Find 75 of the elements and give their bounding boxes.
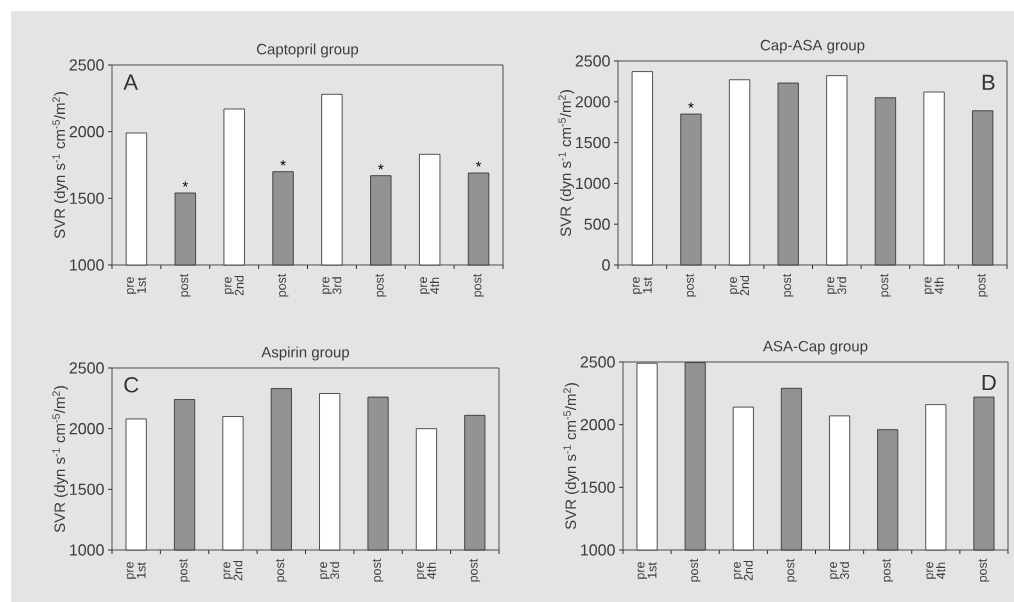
bar [972,110,994,266]
bar [728,79,751,266]
x-tick-label: pre 4th [417,562,436,579]
x-tick-label: pre 3rd [827,277,847,295]
y-tick-label: 1500 [70,192,104,204]
y-tick-label: 1000 [576,177,610,190]
x-tick-label: pre 4th [926,562,946,579]
data-label: * [182,181,188,187]
data-label: * [378,164,384,170]
bar [826,75,848,266]
x-tick-label: post [689,558,701,582]
y-tick-label: 2500 [580,356,615,368]
annotation: B [982,74,995,90]
x-tick-label: post [473,273,484,297]
x-tick-label: post [978,558,990,582]
y-tick-label: 2000 [575,96,610,108]
x-tick-label: post [275,558,287,582]
annotation: D [982,374,996,391]
x-tick-label: pre 4th [420,277,440,294]
x-tick-label: post [179,273,191,297]
y-axis-title: SVR (dyn s$^{-1}$ cm$^{-5}$/m$^{2}$) [563,383,580,530]
x-tick-label: pre 1st [637,562,657,579]
x-tick-label: pre 3rd [320,562,340,580]
x-tick-label: post [277,273,289,297]
annotation: C [124,376,139,393]
y-tick-label: 500 [584,218,610,230]
x-tick-label: pre 1st [632,277,652,294]
x-tick-label: post [372,558,384,582]
y-tick-label: 1500 [576,136,610,149]
x-tick-label: pre 1st [127,277,146,294]
y-tick-label: 1500 [70,483,104,495]
x-tick-label: post [782,273,794,297]
data-label: * [280,160,286,166]
y-axis-title: SVR (dyn s$^{-1}$ cm$^{-5}$/m$^{2}$) [558,90,575,237]
x-tick-label: pre 2nd [223,560,243,581]
x-tick-label: post [786,558,797,582]
bar [631,71,653,266]
x-tick-label: pre 3rd [830,562,849,580]
y-tick-label: 2000 [580,419,615,431]
y-tick-label: 1000 [70,259,104,271]
bar [874,97,897,266]
bar [923,91,945,266]
chart-title: Aspirin group [261,346,350,361]
y-tick-label: 2500 [69,59,104,71]
y-tick-label: 1500 [581,481,615,493]
y-tick-label: 0 [602,259,610,271]
x-tick-label: post [882,558,894,582]
data-label: * [688,102,694,108]
x-tick-label: post [179,558,190,582]
chart-title: ASA-Cap group [763,340,868,355]
data-label: * [475,161,482,167]
x-tick-label: pre 2nd [730,275,749,296]
y-tick-label: 1000 [581,544,615,556]
y-axis-title: SVR (dyn s$^{-1}$ cm$^{-5}$/m$^{2}$) [52,386,68,533]
y-tick-label: 2500 [575,55,610,67]
chart-title: Cap-ASA group [760,39,865,54]
x-tick-label: pre 2nd [733,560,753,581]
x-tick-label: post [685,273,697,297]
annotation: A [123,74,138,90]
y-axis-title: SVR (dyn s$^{-1}$ cm$^{-5}$/m$^{2}$) [52,92,68,239]
x-tick-label: pre 2nd [224,275,244,296]
x-tick-label: pre 1st [126,562,146,579]
y-tick-label: 2000 [69,126,104,138]
x-tick-label: post [977,273,989,297]
y-tick-label: 2000 [69,423,104,435]
y-tick-label: 1000 [70,544,104,556]
x-tick-label: pre 3rd [322,277,342,295]
x-tick-label: post [469,558,481,582]
bar [680,113,702,266]
x-tick-label: post [880,273,891,297]
bar [777,82,799,266]
x-tick-label: pre 4th [924,277,944,294]
y-tick-label: 2500 [69,362,104,374]
x-tick-label: post [375,273,387,297]
chart-title: Captopril group [256,43,359,58]
